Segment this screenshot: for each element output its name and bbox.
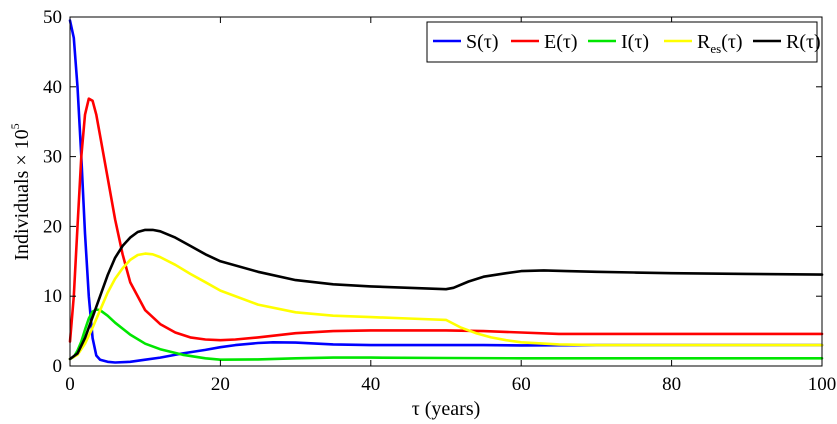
series-line-3 [68, 252, 824, 361]
y-tick-label-5: 50 [43, 7, 62, 28]
x-tick-label-4: 80 [662, 374, 681, 395]
series-line-1 [68, 97, 824, 343]
series-line-2 [68, 308, 824, 361]
y-tick-label-1: 10 [43, 286, 62, 307]
legend-label-0: S(τ) [466, 31, 498, 53]
y-axis-label: Individuals × 105 [8, 123, 33, 260]
y-tick-label-3: 30 [43, 147, 62, 168]
legend-label-3: Res(τ) [697, 31, 743, 56]
y-tick-label-2: 20 [43, 216, 62, 237]
x-axis-label: τ (years) [412, 398, 481, 420]
x-tick-label-2: 40 [361, 374, 380, 395]
y-tick-label-0: 0 [53, 356, 63, 377]
series-line-4 [68, 228, 824, 361]
x-tick-label-1: 20 [211, 374, 230, 395]
legend-label-4: R(τ) [786, 31, 821, 53]
legend: S(τ) E(τ) I(τ) Res(τ) R(τ) [426, 21, 821, 63]
series-line-0 [68, 19, 824, 364]
y-axis-label-exponent: 5 [8, 123, 22, 129]
legend-label-2: I(τ) [621, 31, 649, 53]
legend-box [426, 21, 818, 63]
y-axis-label-text: Individuals × 10 [11, 129, 33, 260]
legend-label-1: E(τ) [544, 31, 578, 53]
x-tick-label-0: 0 [65, 374, 75, 395]
y-tick-label-4: 40 [43, 77, 62, 98]
x-axis-ticks: 0 20 40 60 80 100 [65, 17, 836, 395]
x-tick-label-3: 60 [512, 374, 531, 395]
y-axis-ticks: 0 10 20 30 40 50 [43, 7, 822, 377]
plot-frame [69, 16, 823, 367]
x-tick-label-5: 100 [808, 374, 837, 395]
plot-lines [68, 19, 824, 364]
